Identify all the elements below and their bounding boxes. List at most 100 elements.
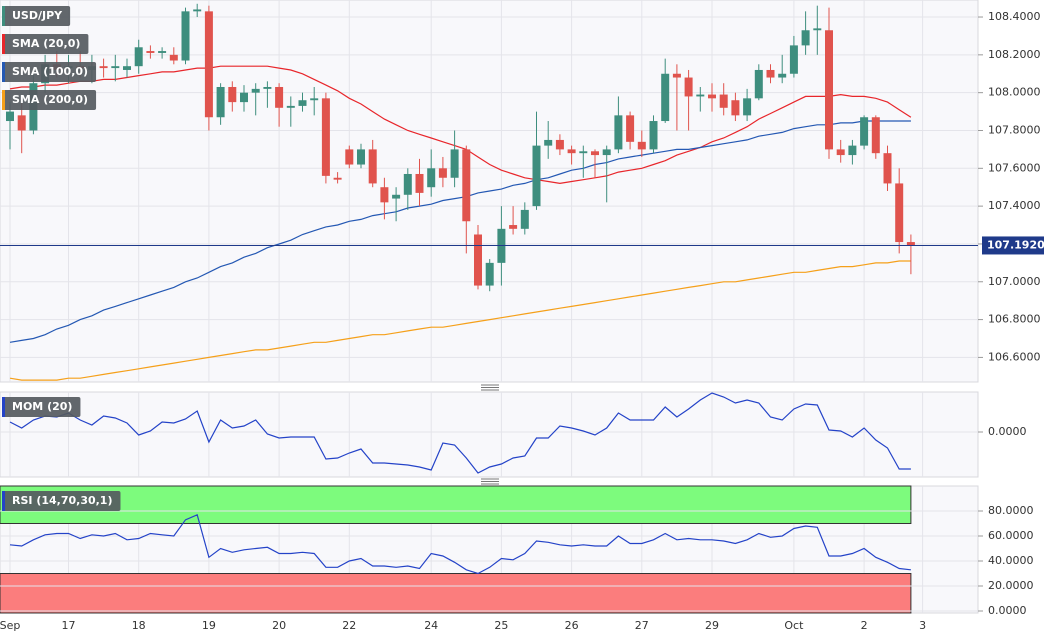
legend-swatch xyxy=(2,397,5,417)
x-tick-label: 26 xyxy=(565,619,579,632)
legend-label: USD/JPY xyxy=(12,9,63,22)
candle-body xyxy=(614,115,623,150)
y-tick-label: 0.0000 xyxy=(988,604,1027,617)
candle-body xyxy=(485,262,494,286)
candle-body xyxy=(766,69,775,78)
legend-label: SMA (100,0) xyxy=(12,65,88,78)
candle-body xyxy=(123,66,131,70)
candle-body xyxy=(626,115,635,142)
candle-body xyxy=(825,30,833,150)
candle-body xyxy=(204,11,213,118)
candle-body xyxy=(158,51,167,53)
legend-box xyxy=(2,34,89,54)
candle-body xyxy=(848,145,857,156)
candle-body xyxy=(298,100,307,106)
candle-body xyxy=(392,194,401,199)
candle-body xyxy=(579,151,588,154)
y-tick-label: 107.0000 xyxy=(988,275,1041,288)
candle-body xyxy=(637,141,646,150)
candle-body xyxy=(169,54,178,61)
candle-body xyxy=(649,121,658,150)
candle-body xyxy=(509,225,518,229)
legend-label: SMA (200,0) xyxy=(12,93,88,106)
y-tick-label: 107.6000 xyxy=(988,161,1041,174)
candle-body xyxy=(895,183,904,243)
legend-label: RSI (14,70,30,1) xyxy=(12,494,112,507)
candle-body xyxy=(368,149,377,184)
x-tick-label: 18 xyxy=(132,619,146,632)
candle-body xyxy=(708,94,716,99)
x-tick-label: 19 xyxy=(202,619,216,632)
x-tick-label: Sep xyxy=(0,619,20,632)
candle-body xyxy=(111,66,120,69)
y-tick-label: 60.0000 xyxy=(988,529,1034,542)
candle-body xyxy=(310,98,319,101)
sma-line xyxy=(9,65,912,185)
candle-body xyxy=(684,77,693,97)
candle-body xyxy=(813,28,822,31)
x-tick-label: 3 xyxy=(919,619,926,632)
legend-swatch xyxy=(2,62,5,82)
x-tick-label: 27 xyxy=(635,619,649,632)
x-tick-label: 29 xyxy=(705,619,719,632)
legend-swatch xyxy=(2,6,5,26)
candle-body xyxy=(193,9,202,12)
candle-body xyxy=(801,30,810,46)
candle-body xyxy=(6,111,14,122)
candle-body xyxy=(321,98,330,176)
legend-box xyxy=(2,397,81,417)
candle-body xyxy=(17,115,26,131)
legend-entry: MOM (20) xyxy=(2,397,81,417)
candle-body xyxy=(345,149,354,165)
y-tick-label: 80.0000 xyxy=(988,504,1034,517)
legend-entry: RSI (14,70,30,1) xyxy=(2,491,121,511)
y-tick-label: 107.8000 xyxy=(988,123,1041,136)
candle-body xyxy=(696,94,705,97)
legend-swatch xyxy=(2,491,5,511)
legend-box xyxy=(2,6,71,26)
candle-body xyxy=(743,98,752,116)
y-tick-label: 40.0000 xyxy=(988,554,1034,567)
y-tick-label: 20.0000 xyxy=(988,579,1034,592)
y-tick-label: 108.4000 xyxy=(988,10,1041,23)
sma-line xyxy=(9,120,911,343)
candle-body xyxy=(228,86,237,103)
mom-panel xyxy=(0,391,979,478)
candle-body xyxy=(567,149,576,154)
x-tick-label: 17 xyxy=(62,619,76,632)
candle-body xyxy=(602,149,611,156)
candle-body xyxy=(333,177,342,180)
candle-body xyxy=(906,242,915,246)
candle-body xyxy=(532,145,541,207)
candle-body xyxy=(520,209,529,229)
candle-body xyxy=(474,234,482,286)
candle-body xyxy=(462,149,471,222)
y-tick-label: 106.8000 xyxy=(988,313,1041,326)
x-tick-label: 24 xyxy=(424,619,438,632)
legend-label: SMA (20,0) xyxy=(12,37,80,50)
candle-body xyxy=(754,69,763,99)
candle-body xyxy=(380,187,389,203)
indicator-line xyxy=(9,392,911,474)
x-tick-label: 22 xyxy=(342,619,356,632)
last-price-box xyxy=(982,236,1044,255)
candle-body xyxy=(134,47,143,67)
candle-body xyxy=(544,139,553,146)
y-tick-label: 0.0000 xyxy=(988,425,1027,438)
candle-body xyxy=(555,139,564,150)
candle-body xyxy=(240,92,248,103)
candle-body xyxy=(251,88,260,93)
candle-body xyxy=(789,45,798,74)
candle-body xyxy=(263,86,272,89)
candle-body xyxy=(450,149,459,178)
x-tick-label: Oct xyxy=(784,619,804,632)
legend-entry: USD/JPY xyxy=(2,6,71,26)
x-tick-label: 25 xyxy=(494,619,508,632)
oversold-zone xyxy=(0,573,912,614)
candle-body xyxy=(403,173,412,195)
sma-line xyxy=(9,260,911,381)
candle-body xyxy=(591,151,599,156)
last-price-label: 107.1920 xyxy=(987,238,1045,251)
